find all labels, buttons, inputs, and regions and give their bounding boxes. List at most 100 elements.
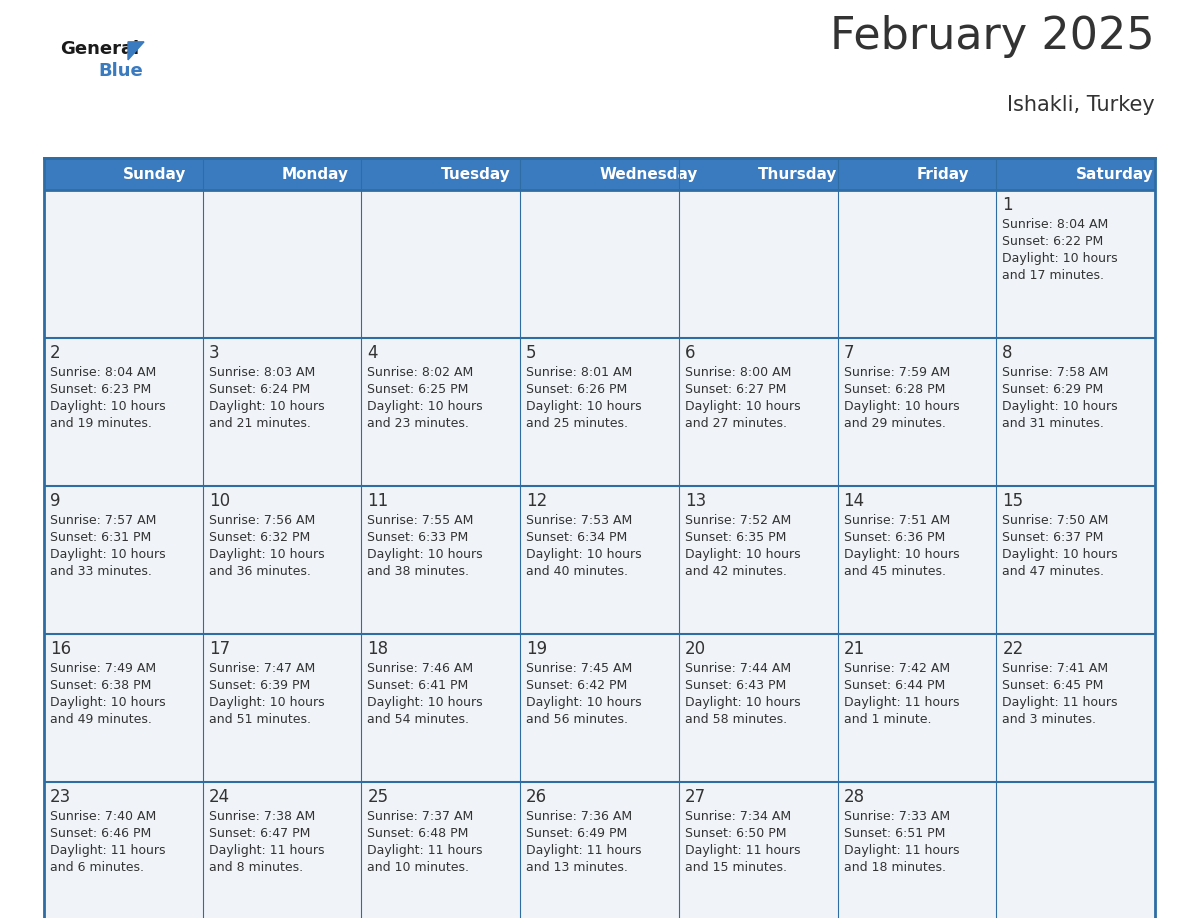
Text: Sunrise: 7:41 AM: Sunrise: 7:41 AM: [1003, 662, 1108, 675]
Text: Sunrise: 7:56 AM: Sunrise: 7:56 AM: [209, 514, 315, 527]
Text: and 6 minutes.: and 6 minutes.: [50, 861, 144, 874]
Text: Sunrise: 7:46 AM: Sunrise: 7:46 AM: [367, 662, 474, 675]
Text: 9: 9: [50, 492, 61, 510]
Text: Daylight: 10 hours: Daylight: 10 hours: [1003, 252, 1118, 265]
Text: Sunset: 6:33 PM: Sunset: 6:33 PM: [367, 531, 469, 544]
Text: Ishakli, Turkey: Ishakli, Turkey: [1007, 95, 1155, 115]
Text: Sunrise: 7:40 AM: Sunrise: 7:40 AM: [50, 810, 157, 823]
Text: Sunset: 6:48 PM: Sunset: 6:48 PM: [367, 827, 469, 840]
Text: and 56 minutes.: and 56 minutes.: [526, 713, 628, 726]
Text: Sunset: 6:29 PM: Sunset: 6:29 PM: [1003, 383, 1104, 396]
Text: Daylight: 10 hours: Daylight: 10 hours: [367, 548, 484, 561]
Text: Sunrise: 8:00 AM: Sunrise: 8:00 AM: [684, 366, 791, 379]
Text: Sunrise: 7:57 AM: Sunrise: 7:57 AM: [50, 514, 157, 527]
Text: Sunrise: 7:53 AM: Sunrise: 7:53 AM: [526, 514, 632, 527]
Text: 16: 16: [50, 640, 71, 658]
Text: Sunset: 6:50 PM: Sunset: 6:50 PM: [684, 827, 786, 840]
Text: Tuesday: Tuesday: [441, 166, 511, 182]
Text: and 40 minutes.: and 40 minutes.: [526, 565, 628, 578]
Text: and 18 minutes.: and 18 minutes.: [843, 861, 946, 874]
Text: Daylight: 11 hours: Daylight: 11 hours: [684, 844, 801, 857]
Text: Sunrise: 7:34 AM: Sunrise: 7:34 AM: [684, 810, 791, 823]
Text: and 49 minutes.: and 49 minutes.: [50, 713, 152, 726]
Text: and 19 minutes.: and 19 minutes.: [50, 417, 152, 430]
Text: and 38 minutes.: and 38 minutes.: [367, 565, 469, 578]
Text: and 42 minutes.: and 42 minutes.: [684, 565, 786, 578]
Text: Daylight: 10 hours: Daylight: 10 hours: [843, 400, 959, 413]
Text: 20: 20: [684, 640, 706, 658]
Text: 10: 10: [209, 492, 229, 510]
Text: Sunrise: 8:04 AM: Sunrise: 8:04 AM: [50, 366, 157, 379]
Text: Sunset: 6:45 PM: Sunset: 6:45 PM: [1003, 679, 1104, 692]
Text: 11: 11: [367, 492, 388, 510]
Text: 17: 17: [209, 640, 229, 658]
Text: Sunrise: 7:38 AM: Sunrise: 7:38 AM: [209, 810, 315, 823]
Text: 7: 7: [843, 344, 854, 362]
Text: Daylight: 10 hours: Daylight: 10 hours: [367, 696, 484, 709]
Text: Sunset: 6:27 PM: Sunset: 6:27 PM: [684, 383, 786, 396]
Text: Sunrise: 7:44 AM: Sunrise: 7:44 AM: [684, 662, 791, 675]
Text: Daylight: 10 hours: Daylight: 10 hours: [526, 696, 642, 709]
Bar: [44, 338, 1155, 486]
Bar: [44, 158, 1155, 190]
Text: Daylight: 10 hours: Daylight: 10 hours: [1003, 548, 1118, 561]
Text: and 58 minutes.: and 58 minutes.: [684, 713, 786, 726]
Text: and 33 minutes.: and 33 minutes.: [50, 565, 152, 578]
Text: Sunset: 6:22 PM: Sunset: 6:22 PM: [1003, 235, 1104, 248]
Text: 13: 13: [684, 492, 706, 510]
Text: and 51 minutes.: and 51 minutes.: [209, 713, 311, 726]
Text: Daylight: 11 hours: Daylight: 11 hours: [367, 844, 484, 857]
Text: General: General: [61, 40, 139, 58]
Text: Sunset: 6:46 PM: Sunset: 6:46 PM: [50, 827, 151, 840]
Text: Daylight: 10 hours: Daylight: 10 hours: [843, 548, 959, 561]
Text: 23: 23: [50, 788, 71, 806]
Text: 4: 4: [367, 344, 378, 362]
Text: Sunrise: 7:36 AM: Sunrise: 7:36 AM: [526, 810, 632, 823]
Text: Sunrise: 7:55 AM: Sunrise: 7:55 AM: [367, 514, 474, 527]
Text: and 8 minutes.: and 8 minutes.: [209, 861, 303, 874]
Text: 14: 14: [843, 492, 865, 510]
Text: Sunset: 6:51 PM: Sunset: 6:51 PM: [843, 827, 944, 840]
Text: 8: 8: [1003, 344, 1013, 362]
Text: 22: 22: [1003, 640, 1024, 658]
Text: and 10 minutes.: and 10 minutes.: [367, 861, 469, 874]
Text: and 31 minutes.: and 31 minutes.: [1003, 417, 1104, 430]
Text: and 13 minutes.: and 13 minutes.: [526, 861, 628, 874]
Text: Daylight: 11 hours: Daylight: 11 hours: [209, 844, 324, 857]
Text: and 23 minutes.: and 23 minutes.: [367, 417, 469, 430]
Text: Sunrise: 7:59 AM: Sunrise: 7:59 AM: [843, 366, 950, 379]
Text: and 17 minutes.: and 17 minutes.: [1003, 269, 1105, 282]
Text: Sunrise: 8:01 AM: Sunrise: 8:01 AM: [526, 366, 632, 379]
Text: Daylight: 10 hours: Daylight: 10 hours: [684, 548, 801, 561]
Text: and 1 minute.: and 1 minute.: [843, 713, 931, 726]
Text: Sunset: 6:38 PM: Sunset: 6:38 PM: [50, 679, 151, 692]
Text: 12: 12: [526, 492, 548, 510]
Text: 5: 5: [526, 344, 537, 362]
Text: February 2025: February 2025: [830, 15, 1155, 58]
Text: Daylight: 10 hours: Daylight: 10 hours: [209, 548, 324, 561]
Text: Daylight: 11 hours: Daylight: 11 hours: [1003, 696, 1118, 709]
Text: 6: 6: [684, 344, 695, 362]
Text: 3: 3: [209, 344, 220, 362]
Text: Sunset: 6:39 PM: Sunset: 6:39 PM: [209, 679, 310, 692]
Text: Sunset: 6:34 PM: Sunset: 6:34 PM: [526, 531, 627, 544]
Text: and 54 minutes.: and 54 minutes.: [367, 713, 469, 726]
Text: Sunrise: 7:47 AM: Sunrise: 7:47 AM: [209, 662, 315, 675]
Text: 21: 21: [843, 640, 865, 658]
Bar: [44, 190, 1155, 338]
Text: Sunrise: 7:33 AM: Sunrise: 7:33 AM: [843, 810, 949, 823]
Text: 15: 15: [1003, 492, 1023, 510]
Text: Sunset: 6:25 PM: Sunset: 6:25 PM: [367, 383, 469, 396]
Text: Daylight: 10 hours: Daylight: 10 hours: [684, 696, 801, 709]
Text: Sunset: 6:49 PM: Sunset: 6:49 PM: [526, 827, 627, 840]
Text: Daylight: 11 hours: Daylight: 11 hours: [843, 696, 959, 709]
Text: Sunset: 6:28 PM: Sunset: 6:28 PM: [843, 383, 944, 396]
Text: Daylight: 10 hours: Daylight: 10 hours: [50, 400, 165, 413]
Text: Sunset: 6:36 PM: Sunset: 6:36 PM: [843, 531, 944, 544]
Text: Sunset: 6:42 PM: Sunset: 6:42 PM: [526, 679, 627, 692]
Text: and 15 minutes.: and 15 minutes.: [684, 861, 786, 874]
Text: Daylight: 10 hours: Daylight: 10 hours: [367, 400, 484, 413]
Text: Daylight: 10 hours: Daylight: 10 hours: [209, 696, 324, 709]
Text: Sunset: 6:35 PM: Sunset: 6:35 PM: [684, 531, 786, 544]
Text: Sunrise: 8:02 AM: Sunrise: 8:02 AM: [367, 366, 474, 379]
